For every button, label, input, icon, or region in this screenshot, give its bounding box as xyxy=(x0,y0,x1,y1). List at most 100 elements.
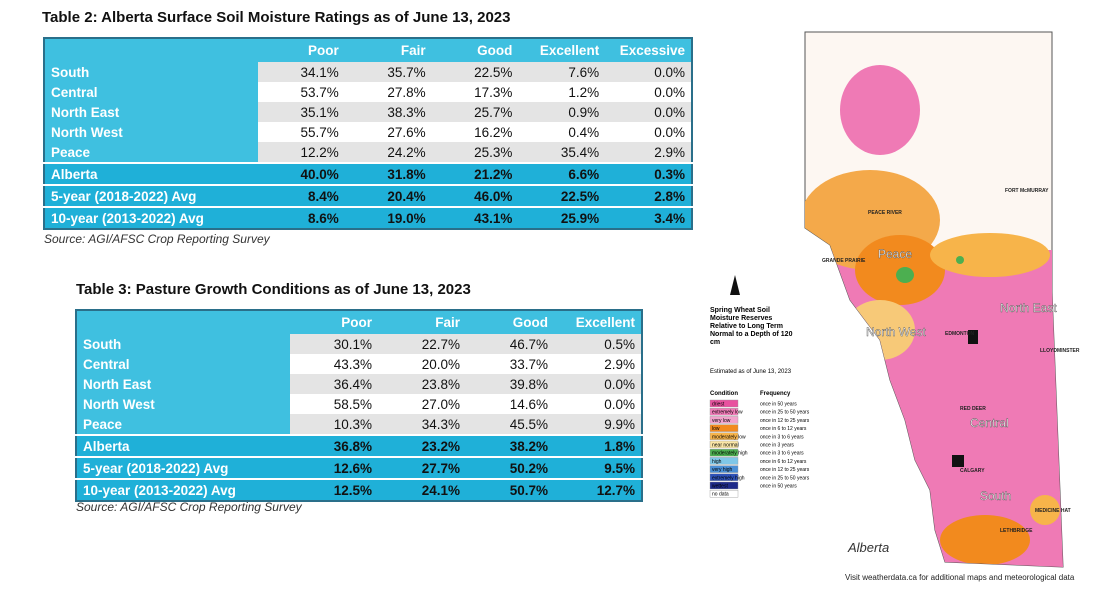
legend-swatch xyxy=(709,440,739,449)
legend-frequency: once in 6 to 12 years xyxy=(760,459,807,465)
region-row: Central 53.7% 27.8% 17.3% 1.2% 0.0% xyxy=(44,82,692,102)
value-cell: 0.4% xyxy=(518,122,606,142)
north-arrow xyxy=(730,275,740,295)
legend-frequency: once in 3 years xyxy=(760,443,794,449)
value-cell: 50.2% xyxy=(466,456,554,479)
value-cell: 38.2% xyxy=(466,434,554,457)
legend-swatch xyxy=(709,490,739,498)
value-cell: 55.7% xyxy=(258,122,345,142)
value-cell: 0.0% xyxy=(554,374,642,394)
value-cell: 17.3% xyxy=(431,82,519,102)
region-row: Peace 10.3% 34.3% 45.5% 9.9% xyxy=(76,414,642,435)
legend-swatch xyxy=(709,449,739,457)
value-cell: 0.0% xyxy=(605,122,692,142)
value-cell: 34.3% xyxy=(378,414,466,435)
row-label: 5-year (2018-2022) Avg xyxy=(76,456,290,479)
value-cell: 1.8% xyxy=(554,434,642,457)
region-row: North West 55.7% 27.6% 16.2% 0.4% 0.0% xyxy=(44,122,692,142)
value-cell: 27.7% xyxy=(378,456,466,479)
value-cell: 2.9% xyxy=(554,354,642,374)
table-title: Table 2: Alberta Surface Soil Moisture R… xyxy=(42,9,511,26)
row-label: North West xyxy=(76,394,290,414)
value-cell: 0.5% xyxy=(554,334,642,354)
row-label: 10-year (2013-2022) Avg xyxy=(76,478,290,501)
summary-row: Alberta 40.0% 31.8% 21.2% 6.6% 0.3% xyxy=(44,162,692,185)
legend-header: Frequency xyxy=(760,391,791,397)
legend-condition: driest xyxy=(712,402,725,408)
map-date: Estimated as of June 13, 2023 xyxy=(710,369,792,375)
place-label: FORT McMURRAY xyxy=(1005,188,1049,194)
place-label: EDMONTON xyxy=(945,331,974,337)
legend-frequency: once in 25 to 50 years xyxy=(760,410,810,416)
region-label: North West xyxy=(866,325,926,339)
value-cell: 22.5% xyxy=(431,62,519,82)
header-cell xyxy=(44,38,258,62)
value-cell: 34.1% xyxy=(258,62,345,82)
value-cell: 9.5% xyxy=(554,456,642,479)
value-cell: 10.3% xyxy=(290,414,378,435)
value-cell: 0.0% xyxy=(554,394,642,414)
value-cell: 12.5% xyxy=(290,478,378,501)
row-label: Alberta xyxy=(76,434,290,457)
value-cell: 2.9% xyxy=(605,142,692,163)
legend-header: Condition xyxy=(710,391,738,397)
row-label: North West xyxy=(44,122,258,142)
region-label: North East xyxy=(1000,301,1057,315)
column-header: Fair xyxy=(378,310,466,334)
column-header: Fair xyxy=(344,38,432,62)
row-label: Peace xyxy=(44,142,258,163)
region-row: North East 35.1% 38.3% 25.7% 0.9% 0.0% xyxy=(44,102,692,122)
map-footer: Visit weatherdata.ca for additional maps… xyxy=(845,573,1075,582)
column-header: Good xyxy=(466,310,554,334)
legend-condition: very low xyxy=(712,418,731,424)
value-cell: 35.4% xyxy=(518,142,606,163)
value-cell: 35.1% xyxy=(258,102,345,122)
legend-swatch xyxy=(709,465,739,473)
legend-frequency: once in 6 to 12 years xyxy=(760,426,807,432)
row-label: South xyxy=(44,62,258,82)
value-cell: 12.7% xyxy=(554,478,642,501)
legend-condition: moderately low xyxy=(712,434,746,440)
value-cell: 46.7% xyxy=(466,334,554,354)
value-cell: 25.9% xyxy=(518,206,606,229)
place-label: PEACE RIVER xyxy=(868,210,902,216)
value-cell: 0.0% xyxy=(605,82,692,102)
logo: Alberta xyxy=(847,540,889,555)
header-row: Poor Fair Good Excellent Excessive xyxy=(44,38,692,62)
place-label: CALGARY xyxy=(960,468,985,474)
value-cell: 35.7% xyxy=(344,62,432,82)
value-cell: 27.6% xyxy=(344,122,432,142)
legend-condition: near normal xyxy=(712,443,739,449)
region-row: North West 58.5% 27.0% 14.6% 0.0% xyxy=(76,394,642,414)
legend-condition: no data xyxy=(712,492,729,498)
region-label: Central xyxy=(970,416,1009,430)
value-cell: 0.3% xyxy=(605,162,692,185)
value-cell: 3.4% xyxy=(605,206,692,229)
place-label: LLOYDMINSTER xyxy=(1040,348,1080,354)
value-cell: 6.6% xyxy=(518,162,606,185)
value-cell: 22.5% xyxy=(518,184,606,207)
legend-swatch xyxy=(709,457,739,465)
value-cell: 7.6% xyxy=(518,62,606,82)
legend-frequency: once in 3 to 6 years xyxy=(760,434,804,440)
legend-frequency: once in 12 to 25 years xyxy=(760,467,810,473)
row-label: Alberta xyxy=(44,162,258,185)
row-label: Central xyxy=(44,82,258,102)
column-header: Excellent xyxy=(554,310,642,334)
value-cell: 20.0% xyxy=(378,354,466,374)
region-row: Central 43.3% 20.0% 33.7% 2.9% xyxy=(76,354,642,374)
value-cell: 43.3% xyxy=(290,354,378,374)
column-header: Excessive xyxy=(605,38,692,62)
value-cell: 45.5% xyxy=(466,414,554,435)
value-cell: 9.9% xyxy=(554,414,642,435)
value-cell: 43.1% xyxy=(431,206,519,229)
table-title: Table 3: Pasture Growth Conditions as of… xyxy=(76,281,471,298)
legend-frequency: once in 50 years xyxy=(760,402,797,408)
value-cell: 20.4% xyxy=(344,184,432,207)
legend-frequency: once in 12 to 25 years xyxy=(760,418,810,424)
table-source: Source: AGI/AFSC Crop Reporting Survey xyxy=(44,232,270,246)
summary-row: 10-year (2013-2022) Avg 8.6% 19.0% 43.1% 25.… xyxy=(44,206,692,229)
region-row: North East 36.4% 23.8% 39.8% 0.0% xyxy=(76,374,642,394)
legend-title: Spring Wheat Soil Moisture Reserves Relati… xyxy=(710,307,793,346)
value-cell: 31.8% xyxy=(344,162,432,185)
